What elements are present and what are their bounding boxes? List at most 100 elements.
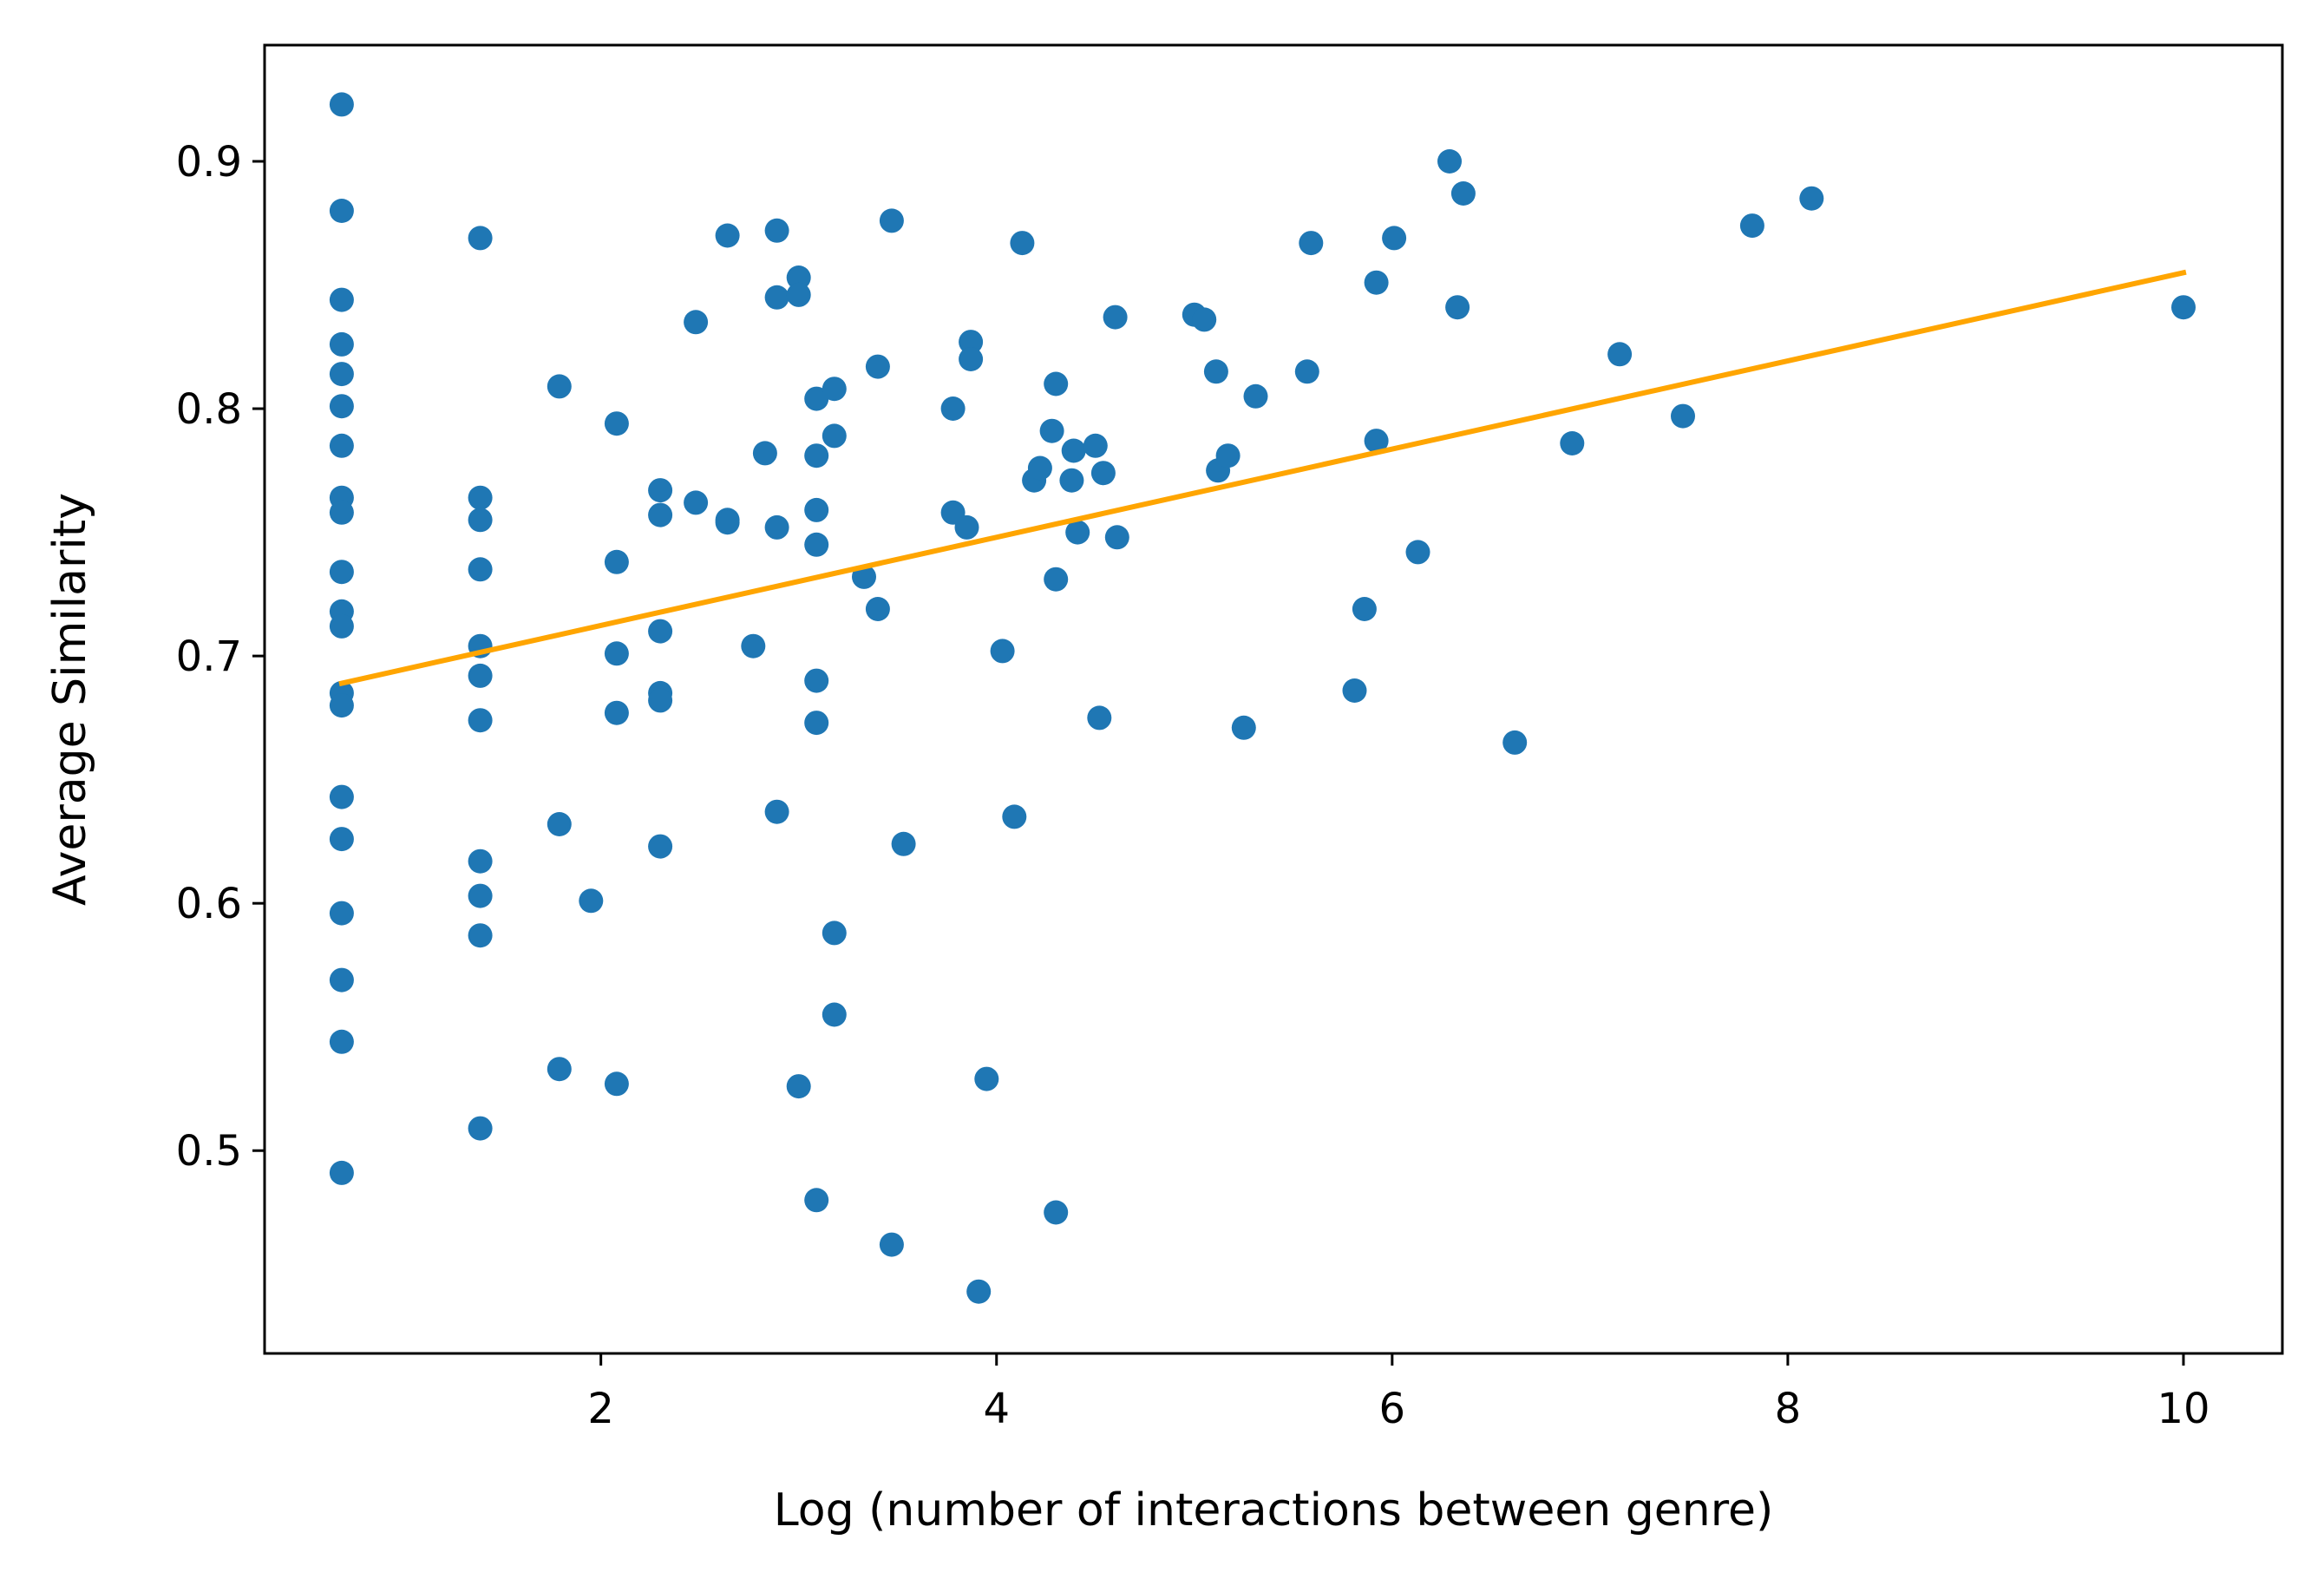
data-point-61 <box>804 443 829 468</box>
data-point-92 <box>1044 1200 1069 1225</box>
data-point-70 <box>822 1002 847 1027</box>
data-point-30 <box>468 1116 493 1141</box>
data-point-18 <box>329 1029 354 1054</box>
data-point-110 <box>1342 678 1367 703</box>
data-point-91 <box>1044 567 1069 592</box>
data-point-100 <box>1104 525 1129 550</box>
plot-frame <box>263 43 2284 1355</box>
data-point-22 <box>468 508 493 533</box>
data-point-125 <box>2171 295 2196 320</box>
data-point-89 <box>1039 418 1064 443</box>
data-point-65 <box>804 711 829 736</box>
trend-line <box>338 269 2187 687</box>
data-point-94 <box>1061 438 1086 463</box>
x-tick-label-1: 4 <box>983 1385 1010 1433</box>
data-point-0 <box>329 92 354 117</box>
y-tick-label-4: 0.9 <box>176 138 242 187</box>
plot-area <box>265 45 2282 1353</box>
data-point-50 <box>715 510 740 535</box>
data-point-60 <box>804 386 829 411</box>
x-tick-label-3: 8 <box>1775 1385 1802 1433</box>
data-point-54 <box>764 285 789 310</box>
data-point-6 <box>329 433 354 458</box>
x-tick-label-0: 2 <box>587 1385 614 1433</box>
data-point-4 <box>329 362 354 387</box>
data-point-36 <box>604 549 629 574</box>
data-point-58 <box>786 282 811 307</box>
data-point-109 <box>1299 231 1324 256</box>
data-point-9 <box>329 560 354 585</box>
data-point-21 <box>468 485 493 510</box>
data-point-33 <box>547 1057 572 1082</box>
data-point-123 <box>1739 213 1764 239</box>
y-tick-label-3: 0.8 <box>176 385 242 434</box>
data-point-95 <box>1065 520 1090 545</box>
data-point-82 <box>966 1279 992 1304</box>
data-point-106 <box>1231 715 1256 740</box>
data-point-103 <box>1203 359 1228 384</box>
data-point-41 <box>648 502 673 527</box>
data-point-37 <box>604 641 629 666</box>
data-point-15 <box>329 827 354 852</box>
data-point-55 <box>764 514 789 540</box>
data-point-117 <box>1445 295 1470 320</box>
data-point-42 <box>648 619 673 644</box>
data-point-45 <box>648 834 673 859</box>
data-point-75 <box>879 1232 904 1257</box>
data-point-16 <box>329 901 354 926</box>
data-point-1 <box>329 199 354 223</box>
data-point-62 <box>804 497 829 522</box>
data-point-97 <box>1087 705 1112 731</box>
x-axis-ticks: 2 4 6 8 10 <box>587 1353 2210 1433</box>
data-point-124 <box>1799 186 1824 211</box>
data-point-122 <box>1671 403 1695 429</box>
data-point-107 <box>1243 383 1268 409</box>
data-point-19 <box>329 1160 354 1185</box>
data-point-116 <box>1437 149 1462 174</box>
data-point-99 <box>1103 305 1128 330</box>
data-point-47 <box>684 490 709 515</box>
data-point-80 <box>959 330 984 355</box>
x-tick-label-2: 6 <box>1379 1385 1406 1433</box>
data-point-102 <box>1192 307 1217 332</box>
data-point-39 <box>604 1071 629 1097</box>
data-point-13 <box>329 693 354 718</box>
data-point-32 <box>547 812 572 836</box>
data-point-105 <box>1215 443 1241 468</box>
data-point-86 <box>1010 231 1035 256</box>
data-point-68 <box>822 423 847 449</box>
data-point-34 <box>579 888 604 914</box>
data-point-8 <box>329 500 354 525</box>
data-point-72 <box>865 354 890 379</box>
data-point-46 <box>684 310 709 335</box>
data-point-2 <box>329 287 354 312</box>
data-point-81 <box>959 347 984 371</box>
data-point-120 <box>1560 431 1585 455</box>
data-point-113 <box>1364 429 1389 454</box>
data-point-77 <box>940 396 966 421</box>
data-point-31 <box>547 374 572 399</box>
data-point-98 <box>1090 461 1116 486</box>
data-point-118 <box>1450 181 1476 206</box>
data-point-114 <box>1382 226 1407 251</box>
y-tick-label-2: 0.7 <box>176 632 242 681</box>
data-point-28 <box>468 883 493 908</box>
data-point-111 <box>1352 597 1377 621</box>
data-point-64 <box>804 668 829 693</box>
data-point-74 <box>879 208 904 233</box>
x-tick-label-4: 10 <box>2157 1385 2209 1433</box>
y-tick-label-0: 0.5 <box>176 1127 242 1176</box>
data-point-90 <box>1044 371 1069 396</box>
data-point-44 <box>648 688 673 713</box>
data-point-93 <box>1059 468 1084 493</box>
y-tick-label-1: 0.6 <box>176 880 242 928</box>
data-point-76 <box>891 831 916 856</box>
data-point-40 <box>648 478 673 503</box>
data-point-56 <box>764 799 789 824</box>
data-point-27 <box>468 848 493 874</box>
y-axis-label: Average Similarity <box>44 493 96 906</box>
data-point-20 <box>468 226 493 251</box>
data-point-83 <box>974 1066 999 1091</box>
data-point-51 <box>741 633 766 658</box>
data-point-53 <box>764 218 789 243</box>
